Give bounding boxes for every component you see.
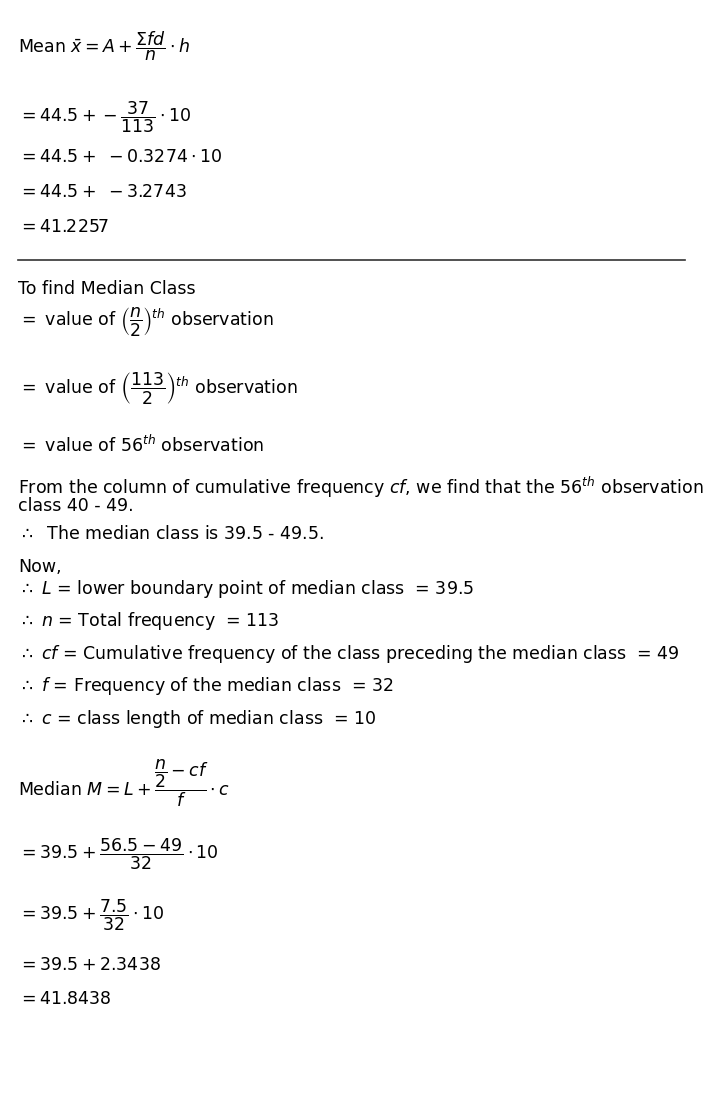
Text: To find Median Class: To find Median Class <box>18 280 195 298</box>
Text: From the column of cumulative frequency $cf$, we find that the $56^{th}$ observa: From the column of cumulative frequency … <box>18 475 703 500</box>
Text: Now,: Now, <box>18 558 62 576</box>
Text: $\therefore$ $cf$ = Cumulative frequency of the class preceding the median class: $\therefore$ $cf$ = Cumulative frequency… <box>18 643 680 665</box>
Text: Mean $\bar{x} = A + \dfrac{\Sigma fd}{n} \cdot h$: Mean $\bar{x} = A + \dfrac{\Sigma fd}{n}… <box>18 30 190 63</box>
Text: $\therefore$ $n$ = Total frequency  = 113: $\therefore$ $n$ = Total frequency = 113 <box>18 610 279 632</box>
Text: $= 44.5 + - \dfrac{37}{113} \cdot 10$: $= 44.5 + - \dfrac{37}{113} \cdot 10$ <box>18 100 191 136</box>
Text: $= 39.5 + \dfrac{7.5}{32} \cdot 10$: $= 39.5 + \dfrac{7.5}{32} \cdot 10$ <box>18 898 165 933</box>
Text: $= 44.5 +\ - 3.2743$: $= 44.5 +\ - 3.2743$ <box>18 183 187 201</box>
Text: $\therefore$ $c$ = class length of median class  = 10: $\therefore$ $c$ = class length of media… <box>18 708 376 729</box>
Text: $\therefore$ $f$ = Frequency of the median class  = 32: $\therefore$ $f$ = Frequency of the medi… <box>18 675 394 697</box>
Text: $\therefore$  The median class is 39.5 - 49.5.: $\therefore$ The median class is 39.5 - … <box>18 525 324 543</box>
Text: $= 39.5 + 2.3438$: $= 39.5 + 2.3438$ <box>18 956 161 974</box>
Text: $\therefore$ $L$ = lower boundary point of median class  = 39.5: $\therefore$ $L$ = lower boundary point … <box>18 578 474 600</box>
Text: $= 41.2257$: $= 41.2257$ <box>18 218 110 236</box>
Text: $= 39.5 + \dfrac{56.5 - 49}{32} \cdot 10$: $= 39.5 + \dfrac{56.5 - 49}{32} \cdot 10… <box>18 837 219 873</box>
Text: Median $M = L + \dfrac{\dfrac{n}{2} - cf}{f} \cdot c$: Median $M = L + \dfrac{\dfrac{n}{2} - cf… <box>18 757 230 808</box>
Text: $= $ value of $\left(\dfrac{113}{2}\right)^{th}$ observation: $= $ value of $\left(\dfrac{113}{2}\righ… <box>18 370 297 406</box>
Text: class 40 - 49.: class 40 - 49. <box>18 497 134 515</box>
Text: $= $ value of $56^{th}$ observation: $= $ value of $56^{th}$ observation <box>18 435 264 456</box>
Text: $= 41.8438$: $= 41.8438$ <box>18 990 111 1007</box>
Text: $= $ value of $\left(\dfrac{n}{2}\right)^{th}$ observation: $= $ value of $\left(\dfrac{n}{2}\right)… <box>18 305 273 338</box>
Text: $= 44.5 +\ - 0.3274 \cdot 10$: $= 44.5 +\ - 0.3274 \cdot 10$ <box>18 148 222 166</box>
